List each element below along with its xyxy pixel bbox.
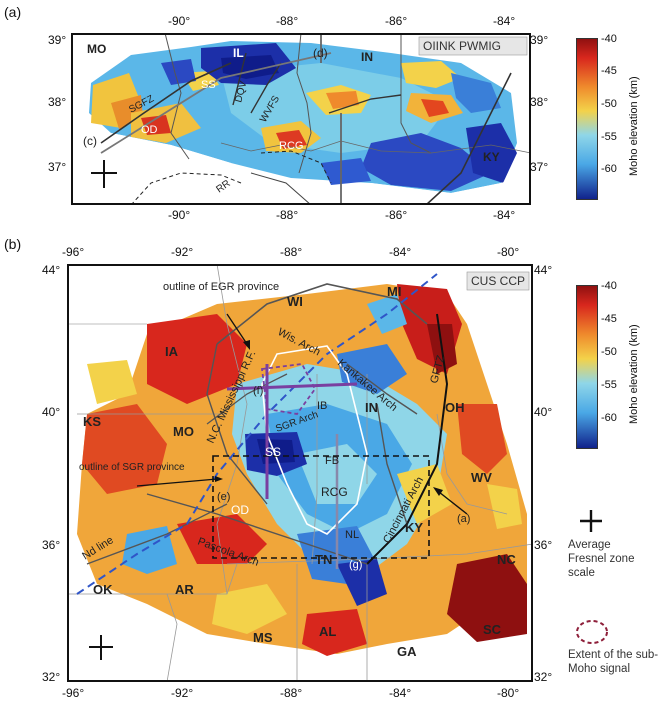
label-d-a: (d) — [313, 46, 328, 60]
label-MI: MI — [387, 284, 401, 299]
panel-b-lat-tick-right: 32° — [534, 670, 553, 684]
panel-a-lon-tick-top: -84° — [493, 14, 516, 28]
label-g: (g) — [349, 559, 362, 571]
label-MO-a: MO — [87, 42, 106, 56]
legend-fresnel-icon — [580, 510, 602, 532]
label-IN: IN — [365, 400, 378, 415]
panel-a-lon-tick-bottom: -86° — [385, 208, 408, 222]
panel-a-lat-tick-left: 39° — [48, 33, 67, 47]
cbar-a-tick: -55 — [601, 131, 617, 143]
panel-a-map: OIINK PWMIG MO IL IN KY SS SGFZ DQV WVFS… — [71, 33, 531, 205]
cbar-b-title: Moho elevation (km) — [628, 324, 640, 424]
panel-b-lon-tick-bottom: -80° — [497, 686, 520, 700]
panel-b-colorbar — [576, 285, 598, 449]
label-SC: SC — [483, 622, 502, 637]
panel-b-lat-tick-left: 32° — [42, 670, 61, 684]
panel-b-lon-tick-top: -96° — [62, 245, 85, 259]
label-WI: WI — [287, 294, 303, 309]
legend-fresnel-text: Average Fresnel zone scale — [568, 539, 635, 579]
panel-b-label: (b) — [4, 236, 22, 252]
label-NL: NL — [345, 529, 359, 541]
panel-a-lon-tick-bottom: -88° — [276, 208, 299, 222]
panel-a-lat-tick-left: 38° — [48, 95, 67, 109]
cbar-b-tick: -40 — [601, 280, 617, 292]
panel-b-lat-tick-left: 40° — [42, 405, 61, 419]
fresnel-cross-icon — [91, 160, 117, 188]
legend-submoho-text: Extent of the sub-Moho signal — [568, 649, 659, 675]
panel-b-lat-tick-left: 44° — [42, 263, 61, 277]
panel-b-lat-tick-left: 36° — [42, 538, 61, 552]
panel-a-lat-tick-right: 39° — [530, 33, 549, 47]
label-RCG-b: RCG — [321, 485, 348, 499]
label-IB: IB — [317, 400, 327, 412]
label-AR: AR — [175, 582, 194, 597]
label-OH: OH — [445, 400, 465, 415]
panel-a-lon-tick-bottom: -90° — [168, 208, 191, 222]
panel-b-lon-tick-top: -88° — [280, 245, 303, 259]
cbar-a-tick: -45 — [601, 65, 617, 77]
label-a-b: (a) — [457, 513, 470, 525]
label-IL-a: IL — [233, 46, 244, 60]
cbar-a-tick: -40 — [601, 33, 617, 45]
panel-b-lat-tick-right: 36° — [534, 538, 553, 552]
panel-a-lon-tick-top: -86° — [385, 14, 408, 28]
panel-a-label: (a) — [4, 4, 22, 20]
panel-b-lon-tick-bottom: -92° — [171, 686, 194, 700]
label-OD-a: OD — [141, 124, 158, 136]
label-OK: OK — [93, 582, 113, 597]
panel-b-title: CUS CCP — [471, 274, 525, 288]
label-KY: KY — [405, 520, 423, 535]
panel-b-lat-tick-right: 40° — [534, 405, 553, 419]
cbar-b-tick: -55 — [601, 379, 617, 391]
panel-a-lat-tick-right: 37° — [530, 160, 549, 174]
label-WV: WV — [471, 470, 492, 485]
label-IA: IA — [165, 344, 179, 359]
label-TN: TN — [315, 552, 332, 567]
label-MS: MS — [253, 630, 273, 645]
cbar-a-tick: -60 — [601, 163, 617, 175]
panel-b-lon-tick-top: -80° — [497, 245, 520, 259]
panel-b-lon-tick-bottom: -88° — [280, 686, 303, 700]
panel-b-lon-tick-bottom: -96° — [62, 686, 85, 700]
label-SS-b: SS — [265, 445, 281, 459]
label-GA: GA — [397, 644, 417, 659]
panel-b-lon-tick-top: -84° — [389, 245, 412, 259]
label-FB: FB — [325, 455, 339, 467]
panel-b-lat-tick-right: 44° — [534, 263, 553, 277]
label-KS: KS — [83, 414, 101, 429]
panel-a-lon-tick-top: -90° — [168, 14, 191, 28]
panel-a-colorbar — [576, 38, 598, 200]
label-f: (f) — [253, 385, 263, 397]
panel-b-lon-tick-top: -92° — [171, 245, 194, 259]
legend-submoho-icon — [576, 620, 608, 644]
label-SS-a: SS — [201, 79, 216, 91]
cbar-a-title: Moho elevation (km) — [628, 76, 640, 176]
label-IN-a: IN — [361, 50, 373, 64]
label-AL: AL — [319, 624, 336, 639]
panel-a-lon-tick-bottom: -84° — [493, 208, 516, 222]
label-KY-a: KY — [483, 150, 500, 164]
label-sgr-outline: outline of SGR province — [79, 462, 185, 473]
label-OD-b: OD — [231, 503, 249, 517]
cbar-b-tick: -50 — [601, 346, 617, 358]
fresnel-cross-icon — [89, 635, 113, 660]
panel-a-title: OIINK PWMIG — [423, 39, 501, 53]
panel-b-lon-tick-bottom: -84° — [389, 686, 412, 700]
panel-a-lat-tick-right: 38° — [530, 95, 549, 109]
label-NC: NC — [497, 552, 516, 567]
cbar-b-tick: -45 — [601, 313, 617, 325]
panel-a-lat-tick-left: 37° — [48, 160, 67, 174]
label-MO: MO — [173, 424, 194, 439]
label-e: (e) — [217, 491, 230, 503]
cbar-a-tick: -50 — [601, 98, 617, 110]
label-c-a: (c) — [83, 134, 97, 148]
label-RCG-a: RCG — [279, 140, 303, 152]
panel-b-map: CUS CCP WI MI IA KS MO IN OH WV KY OK AR… — [67, 264, 533, 682]
cbar-b-tick: -60 — [601, 412, 617, 424]
panel-a-lon-tick-top: -88° — [276, 14, 299, 28]
label-egr-outline: outline of EGR province — [163, 281, 279, 293]
